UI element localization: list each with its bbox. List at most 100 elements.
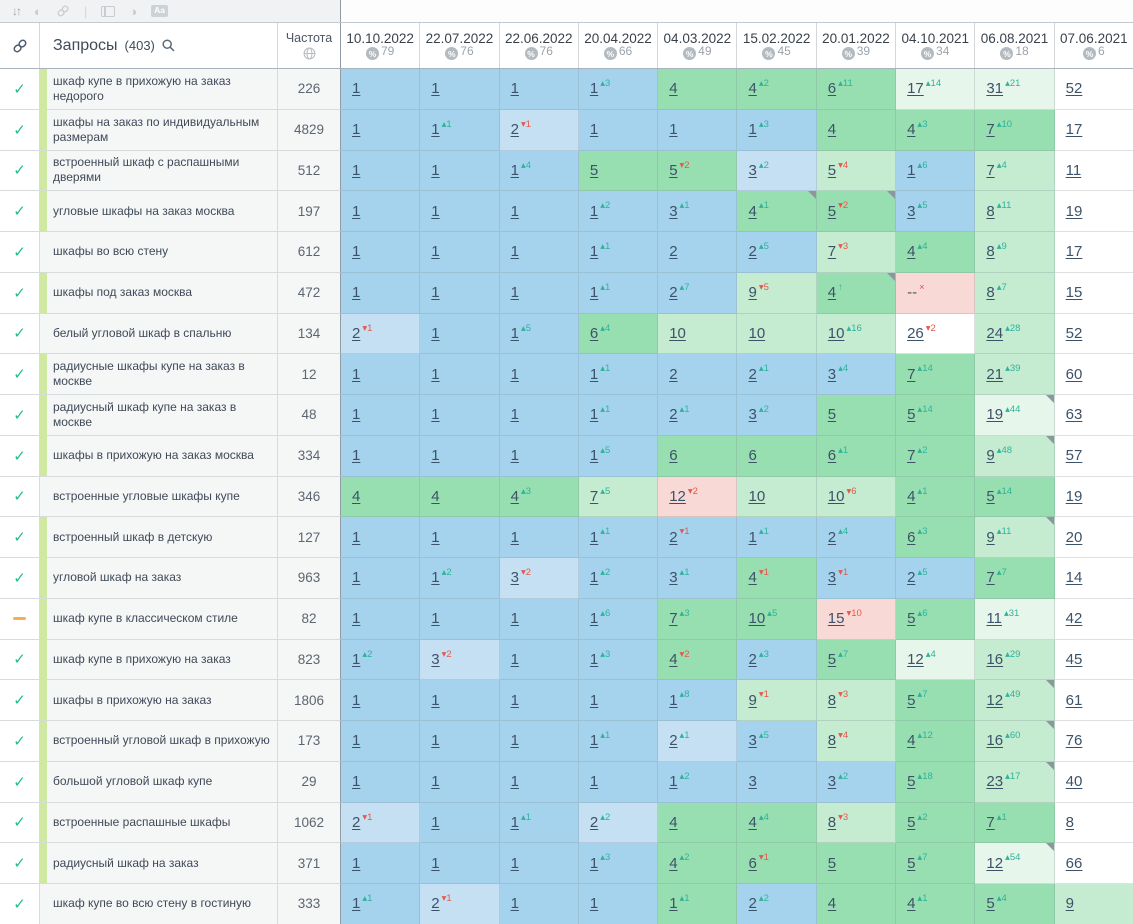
- position-link[interactable]: 8: [986, 202, 995, 220]
- position-link[interactable]: 4: [748, 813, 757, 831]
- position-cell[interactable]: 1: [499, 272, 579, 314]
- position-cell[interactable]: 52: [1054, 69, 1133, 110]
- position-link[interactable]: 3: [669, 569, 678, 587]
- position-cell[interactable]: 2 ▴2: [578, 802, 659, 844]
- position-cell[interactable]: 1: [499, 598, 579, 640]
- position-cell[interactable]: 26 ▾2: [896, 313, 976, 355]
- position-link[interactable]: 5: [907, 610, 916, 628]
- position-link[interactable]: 5: [907, 406, 916, 424]
- position-link[interactable]: 9: [748, 284, 757, 302]
- position-link[interactable]: 1: [510, 854, 519, 872]
- position-link[interactable]: 1: [669, 895, 678, 913]
- position-link[interactable]: 1: [352, 610, 361, 628]
- date-column-header[interactable]: 15.02.2022% 45: [737, 23, 817, 68]
- position-link[interactable]: 1: [510, 202, 519, 220]
- date-column-header[interactable]: 04.10.2021% 34: [896, 23, 976, 68]
- position-link[interactable]: 1: [510, 610, 519, 628]
- position-cell[interactable]: 12 ▴54: [975, 843, 1055, 884]
- position-cell[interactable]: 2 ▴4: [816, 517, 897, 558]
- position-link[interactable]: 19: [986, 406, 1004, 424]
- position-link[interactable]: 1: [510, 691, 519, 709]
- position-cell[interactable]: 1: [420, 191, 500, 232]
- date-column-header[interactable]: 06.08.2021% 18: [975, 23, 1055, 68]
- position-link[interactable]: 2: [352, 324, 361, 342]
- position-cell[interactable]: 1 ▴1: [499, 802, 579, 844]
- position-link[interactable]: 1: [589, 528, 599, 546]
- position-cell[interactable]: 1: [341, 558, 421, 599]
- position-link[interactable]: 1: [352, 121, 361, 139]
- position-cell[interactable]: 4: [420, 476, 500, 518]
- position-link[interactable]: 14: [1065, 569, 1083, 587]
- position-cell[interactable]: 1: [420, 598, 500, 640]
- position-link[interactable]: 10: [827, 487, 845, 505]
- position-link[interactable]: 3: [748, 161, 757, 179]
- position-cell[interactable]: 2 ▴3: [737, 639, 817, 681]
- position-cell[interactable]: 15 ▾10: [816, 598, 897, 640]
- position-link[interactable]: 1: [589, 569, 599, 587]
- keyword-cell[interactable]: шкаф купе во всю стену в гостиную: [40, 884, 278, 924]
- position-cell[interactable]: 4 ▴2: [658, 843, 738, 884]
- position-link[interactable]: 9: [1065, 895, 1075, 913]
- keyword-cell[interactable]: встроенные угловые шкафы купе: [40, 476, 278, 518]
- position-cell[interactable]: 76: [1054, 721, 1133, 762]
- row-status-cell[interactable]: ✓: [0, 517, 40, 558]
- position-link[interactable]: 17: [1065, 121, 1083, 139]
- position-cell[interactable]: 1 ▴1: [578, 721, 659, 762]
- position-cell[interactable]: 6 ▴1: [816, 435, 897, 477]
- row-status-cell[interactable]: ✓: [0, 272, 40, 314]
- position-link[interactable]: 2: [669, 365, 678, 383]
- keyword-cell[interactable]: угловой шкаф на заказ: [40, 558, 278, 599]
- row-status-cell[interactable]: ✓: [0, 639, 40, 681]
- position-link[interactable]: 63: [1065, 406, 1083, 424]
- keyword-cell[interactable]: шкафы в прихожую на заказ москва: [40, 435, 278, 477]
- position-cell[interactable]: 17: [1054, 109, 1133, 151]
- position-link[interactable]: 1: [352, 447, 361, 465]
- position-link[interactable]: 1: [352, 732, 361, 750]
- position-link[interactable]: 10: [748, 324, 766, 342]
- position-cell[interactable]: 4 ▴4: [896, 232, 976, 273]
- position-cell[interactable]: 2 ▴5: [896, 558, 976, 599]
- position-cell[interactable]: 19: [1054, 191, 1133, 232]
- date-column-header[interactable]: 20.04.2022% 66: [579, 23, 659, 68]
- position-link[interactable]: 1: [510, 365, 519, 383]
- position-link[interactable]: 2: [669, 243, 678, 261]
- position-cell[interactable]: 10: [737, 313, 817, 355]
- position-cell[interactable]: 1 ▴1: [578, 517, 659, 558]
- row-status-cell[interactable]: ✓: [0, 843, 40, 884]
- position-cell[interactable]: 5 ▴18: [896, 761, 976, 803]
- position-cell[interactable]: 1 ▴1: [341, 884, 421, 924]
- position-cell[interactable]: 6: [658, 435, 738, 477]
- position-link[interactable]: 1: [352, 161, 361, 179]
- position-cell[interactable]: 4 ▾1: [737, 558, 817, 599]
- position-cell[interactable]: 1: [341, 150, 421, 192]
- position-cell[interactable]: 4: [658, 69, 738, 110]
- position-link[interactable]: 1: [352, 569, 361, 587]
- position-cell[interactable]: 1 ▴8: [658, 680, 738, 721]
- position-link[interactable]: 12: [907, 650, 924, 668]
- position-cell[interactable]: 2 ▴5: [737, 232, 817, 273]
- position-cell[interactable]: 1 ▴1: [578, 354, 659, 395]
- position-cell[interactable]: 23 ▴17: [975, 761, 1055, 803]
- position-cell[interactable]: 4 ▴1: [896, 476, 976, 518]
- position-cell[interactable]: 8 ▴9: [975, 232, 1055, 273]
- position-link[interactable]: 1: [431, 732, 440, 750]
- position-link[interactable]: 10: [827, 324, 845, 342]
- position-link[interactable]: 1: [589, 732, 599, 750]
- position-cell[interactable]: 5 ▴7: [816, 639, 897, 681]
- position-link[interactable]: 7: [907, 365, 916, 383]
- position-cell[interactable]: 1: [499, 354, 579, 395]
- position-cell[interactable]: 3 ▴1: [658, 558, 738, 599]
- position-link[interactable]: 6: [827, 80, 837, 98]
- position-link[interactable]: 1: [352, 854, 361, 872]
- position-cell[interactable]: 4 ▴3: [499, 476, 579, 518]
- card-view-icon[interactable]: [101, 5, 116, 17]
- position-link[interactable]: 1: [431, 80, 440, 98]
- position-link[interactable]: 10: [748, 487, 766, 505]
- keyword-cell[interactable]: шкаф купе в прихожую на заказ недорого: [40, 69, 278, 110]
- position-cell[interactable]: 8 ▾3: [816, 802, 897, 844]
- position-cell[interactable]: 5: [816, 395, 897, 436]
- position-link[interactable]: 12: [986, 691, 1004, 709]
- position-cell[interactable]: 4 ▾2: [658, 639, 738, 681]
- position-cell[interactable]: 5 ▾2: [658, 150, 738, 192]
- position-link[interactable]: 1: [431, 813, 440, 831]
